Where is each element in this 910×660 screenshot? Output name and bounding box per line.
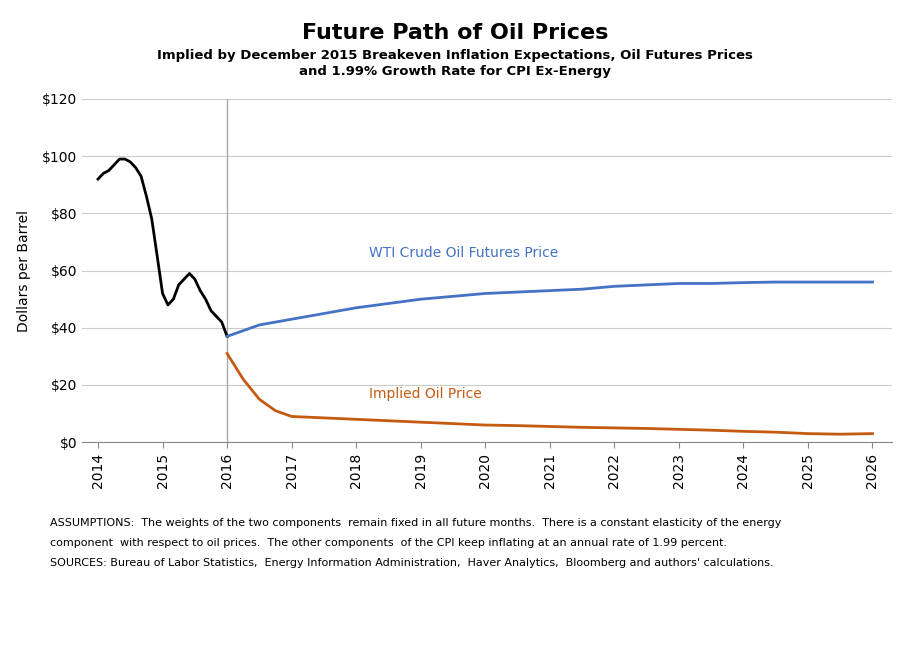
Text: WTI Crude Oil Futures Price: WTI Crude Oil Futures Price: [369, 246, 559, 261]
Text: Future Path of Oil Prices: Future Path of Oil Prices: [302, 23, 608, 43]
Text: Implied by December 2015 Breakeven Inflation Expectations, Oil Futures Prices
an: Implied by December 2015 Breakeven Infla…: [157, 50, 753, 77]
Text: ST. LOUIS: ST. LOUIS: [235, 620, 319, 634]
Text: FEDERAL RESERVE BANK: FEDERAL RESERVE BANK: [20, 620, 237, 634]
Text: of: of: [211, 620, 226, 634]
Text: component  with respect to oil prices.  The other components  of the CPI keep in: component with respect to oil prices. Th…: [50, 538, 727, 548]
Text: Implied Oil Price: Implied Oil Price: [369, 387, 481, 401]
Text: SOURCES: Bureau of Labor Statistics,  Energy Information Administration,  Haver : SOURCES: Bureau of Labor Statistics, Ene…: [50, 558, 773, 568]
Y-axis label: Dollars per Barrel: Dollars per Barrel: [16, 210, 31, 331]
Text: F: F: [20, 620, 31, 634]
Text: ASSUMPTIONS:  The weights of the two components  remain fixed in all future mont: ASSUMPTIONS: The weights of the two comp…: [50, 518, 782, 528]
